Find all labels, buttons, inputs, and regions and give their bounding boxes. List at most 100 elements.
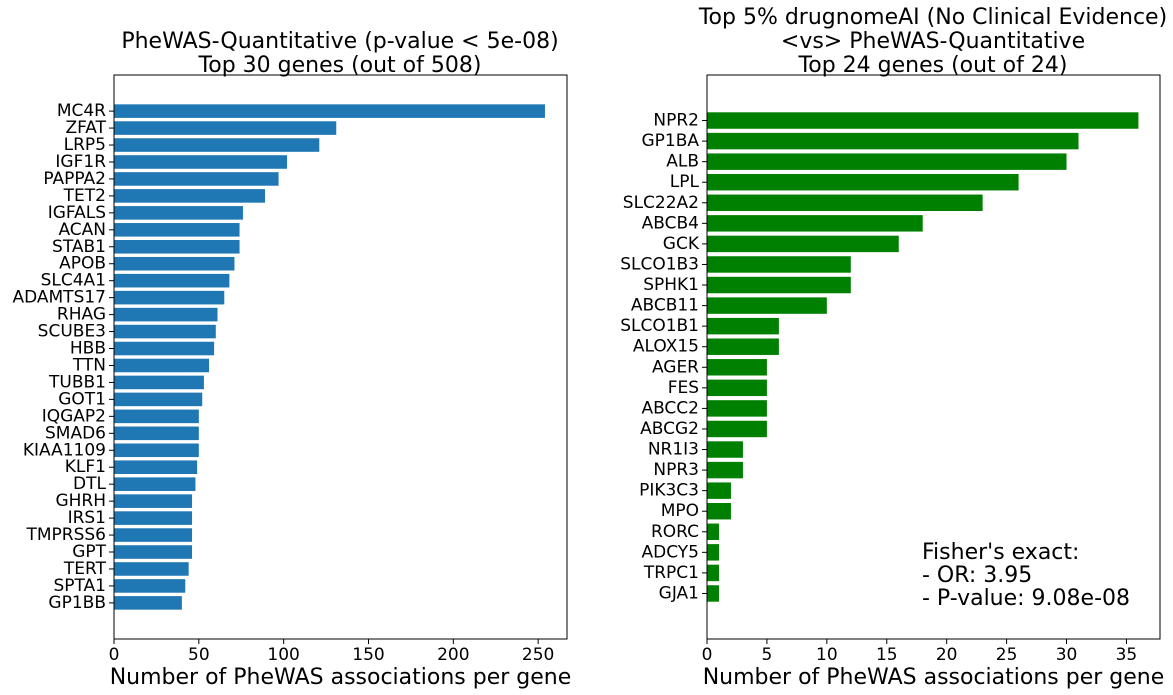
chart-title-line: PheWAS-Quantitative (p-value < 5e-08) [121,29,558,54]
y-tick-label: NPR3 [653,460,699,480]
bar [114,206,243,220]
y-tick-label: FES [668,378,699,398]
x-axis-label: Number of PheWAS associations per gene [703,665,1165,690]
bar [707,502,731,520]
y-tick-label: IGFALS [48,203,106,223]
fisher-annotation-line: - OR: 3.95 [922,563,1032,588]
y-tick-label: AGER [652,357,699,377]
y-tick-label: GCK [663,234,700,254]
y-tick-label: NPR2 [653,111,699,131]
x-tick-label: 150 [352,645,384,665]
bar [114,341,215,356]
bar [707,297,827,314]
bar [707,564,719,582]
bar [707,235,899,253]
bar [114,375,204,390]
bar [707,585,719,602]
bar [707,215,923,232]
y-tick-label: IRS1 [68,508,106,528]
bar [707,276,851,294]
y-tick-label: MPO [661,501,699,521]
axes-frame [113,74,568,640]
y-tick-label: IQGAP2 [42,406,106,426]
x-tick-label: 100 [267,645,299,665]
y-tick-label: TET2 [63,186,106,206]
y-tick-label: ABCG2 [640,419,699,439]
bar [707,544,719,561]
bar [114,511,193,525]
bar [707,482,731,499]
x-tick-label: 35 [1116,645,1138,665]
y-tick-label: KIAA1109 [23,440,106,460]
y-tick-label: KLF1 [65,457,106,477]
bar [707,173,1019,191]
bar [114,324,216,339]
bar [114,121,337,135]
chart-title-line: Top 30 genes (out of 508) [198,53,482,78]
bar [707,523,719,541]
bar [114,172,279,186]
bar [114,138,320,152]
bar [114,596,182,610]
y-tick-label: TMPRSS6 [25,525,106,545]
chart-title-line: <vs> PheWAS-Quantitative [781,29,1085,54]
chart-title-line: Top 24 genes (out of 24) [798,53,1068,78]
bar [707,132,1079,150]
bar [707,461,743,479]
y-tick-label: RHAG [57,305,106,325]
chart-title-line: Top 5% drugnomeAI (No Clinical Evidence) [698,5,1167,30]
y-tick-label: SLC22A2 [623,193,699,213]
axes-frame [706,74,1161,640]
bar [114,307,218,322]
x-tick-label: 20 [936,645,958,665]
y-tick-label: SPHK1 [643,275,699,295]
fisher-annotation-line: - P-value: 9.08e-08 [922,586,1130,611]
bar [114,579,186,593]
y-tick-label: PIK3C3 [639,481,699,501]
y-tick-label: GP1BA [641,131,699,151]
y-tick-label: NR1I3 [648,440,699,460]
y-tick-label: SLCO1B1 [620,316,699,336]
y-tick-label: LPL [670,172,700,192]
y-tick-label: GOT1 [58,389,106,409]
bar [114,155,288,169]
x-tick-label: 10 [816,645,838,665]
y-tick-label: ADCY5 [642,542,700,562]
bar [707,256,851,273]
y-tick-label: DTL [73,474,106,494]
y-tick-label: HBB [70,339,106,359]
y-tick-label: MC4R [57,101,106,121]
y-tick-label: PAPPA2 [43,169,106,189]
fisher-annotation-line: Fisher's exact: [922,540,1079,565]
right-chart: NPR2GP1BAALBLPLSLC22A2ABCB4GCKSLCO1B3SPH… [620,5,1167,690]
bar [114,460,198,475]
x-tick-label: 50 [188,645,210,665]
x-axis-label: Number of PheWAS associations per gene [110,665,572,690]
x-tick-label: 250 [522,645,554,665]
x-tick-label: 5 [762,645,773,665]
bar [114,104,545,118]
bar [114,358,210,373]
bar [707,400,767,417]
y-tick-label: ALB [666,152,699,172]
bar [707,420,767,438]
y-tick-label: ABCB4 [642,213,699,233]
y-tick-label: TUBB1 [48,372,106,392]
bar [114,528,193,542]
y-tick-label: ABCB11 [631,296,699,316]
bar [707,112,1139,129]
bar [114,494,193,508]
left-chart: MC4RZFATLRP5IGF1RPAPPA2TET2IGFALSACANSTA… [12,29,571,690]
y-tick-label: SPTA1 [53,576,106,596]
x-tick-label: 200 [437,645,469,665]
bar [114,409,199,424]
y-tick-label: TTN [72,355,106,375]
y-tick-label: GHRH [55,491,106,511]
y-tick-label: ADAMTS17 [12,288,106,308]
y-tick-label: GPT [72,542,106,562]
y-tick-label: ZFAT [65,118,106,138]
bar [707,153,1067,170]
bar [114,256,235,271]
x-tick-label: 0 [702,645,713,665]
